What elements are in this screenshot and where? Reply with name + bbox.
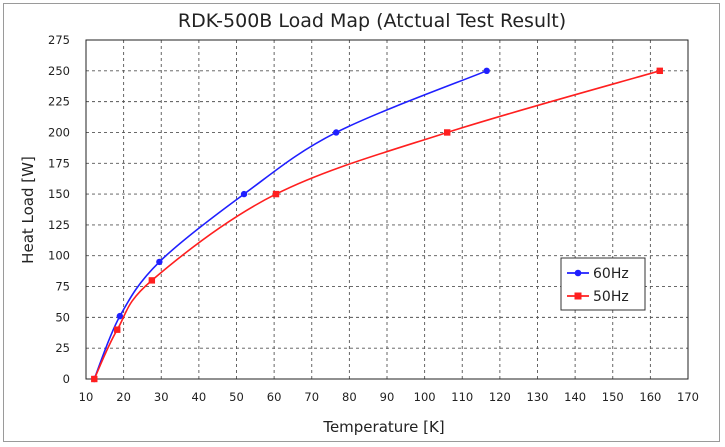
y-tick-label: 50: [55, 310, 70, 324]
y-tick-label: 0: [63, 372, 70, 386]
data-point: [333, 129, 340, 136]
data-point: [483, 67, 490, 75]
series-layer: [91, 67, 663, 383]
legend-marker: [574, 269, 582, 277]
y-tick-label: 225: [48, 95, 70, 109]
data-point: [148, 277, 156, 284]
x-tick-label: 140: [564, 390, 586, 404]
data-point: [116, 312, 124, 320]
data-point: [272, 190, 280, 198]
y-tick-label: 100: [48, 249, 70, 263]
y-tick-label: 175: [48, 156, 70, 170]
grid-lines: [86, 40, 688, 379]
x-tick-label: 30: [154, 390, 169, 404]
data-point: [240, 190, 248, 198]
y-tick-labels: 0 25 50 75 100 125 150 175 200 225 250 275: [48, 33, 70, 386]
y-tick-label: 125: [48, 218, 70, 232]
x-tick-label: 90: [380, 390, 395, 404]
x-tick-label: 120: [489, 390, 511, 404]
x-tick-label: 170: [677, 390, 699, 404]
x-tick-label: 130: [527, 390, 549, 404]
x-tick-label: 100: [414, 390, 436, 404]
x-tick-label: 20: [116, 390, 131, 404]
legend: 60Hz 50Hz: [560, 257, 646, 311]
plot-area-border: [85, 39, 689, 380]
legend-label: 60Hz: [593, 266, 629, 282]
data-point: [656, 67, 663, 75]
x-tick-labels: 10 20 30 40 50 60 70 80 90 100 110 120 130 140 150 160 1…: [79, 390, 699, 404]
legend-marker: [574, 292, 582, 300]
x-tick-label: 40: [192, 390, 207, 404]
data-point: [444, 129, 451, 136]
x-tick-label: 10: [79, 390, 94, 404]
data-point: [156, 258, 163, 266]
y-tick-label: 275: [48, 33, 70, 47]
y-tick-label: 25: [55, 341, 70, 355]
x-tick-label: 80: [342, 390, 357, 404]
chart-frame: [3, 3, 720, 442]
y-tick-label: 75: [55, 280, 70, 294]
x-tick-label: 110: [451, 390, 473, 404]
chart-title: RDK-500B Load Map (Atctual Test Result): [178, 10, 566, 32]
x-tick-label: 70: [304, 390, 319, 404]
y-tick-label: 150: [48, 187, 70, 201]
x-axis-label: Temperature [K]: [322, 418, 444, 436]
x-tick-label: 60: [267, 390, 282, 404]
y-tick-label: 200: [48, 125, 70, 139]
x-tick-label: 160: [639, 390, 661, 404]
y-tick-label: 250: [48, 64, 70, 78]
data-point: [114, 326, 121, 333]
legend-label: 50Hz: [593, 289, 629, 305]
x-tick-label: 150: [602, 390, 624, 404]
x-tick-label: 50: [229, 390, 244, 404]
y-axis-label: Heat Load [W]: [19, 156, 37, 264]
legend-box: [560, 257, 646, 311]
data-point: [91, 375, 98, 383]
